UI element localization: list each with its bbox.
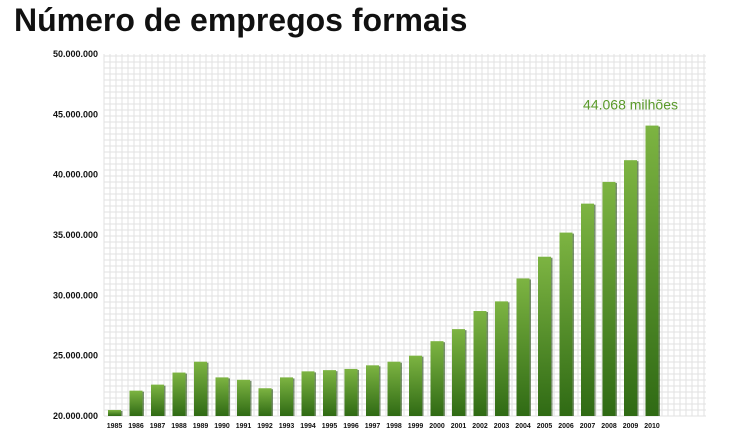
x-tick-label: 1996: [343, 423, 359, 430]
value-annotation: 44.068 milhões: [583, 97, 678, 113]
bar-shadow: [572, 233, 574, 416]
bar-shadow: [357, 369, 359, 416]
x-tick-label: 1985: [107, 423, 123, 430]
x-tick-label: 2003: [494, 423, 510, 430]
bar-shadow: [529, 279, 531, 416]
bar-shadow: [142, 391, 144, 416]
bar-shadow: [508, 302, 510, 416]
x-tick-label: 1987: [150, 423, 166, 430]
x-tick-label: 1994: [300, 423, 316, 430]
bar-shadow: [164, 385, 166, 416]
x-tick-label: 1986: [128, 423, 144, 430]
y-tick-label: 40.000.000: [53, 170, 98, 180]
bar-1987: [151, 384, 164, 416]
y-tick-label: 30.000.000: [53, 290, 98, 300]
x-tick-label: 2006: [558, 423, 574, 430]
bar-shadow: [594, 204, 596, 416]
bar-2007: [581, 203, 594, 416]
bar-2009: [624, 160, 637, 416]
x-tick-label: 1988: [171, 423, 187, 430]
x-tick-label: 2001: [451, 423, 467, 430]
bar-1993: [280, 377, 293, 416]
y-tick-label: 35.000.000: [53, 230, 98, 240]
y-tick-label: 20.000.000: [53, 411, 98, 421]
bar-shadow: [228, 378, 230, 416]
bar-1985: [108, 409, 121, 416]
bar-shadow: [250, 380, 252, 416]
bar-2004: [516, 278, 530, 416]
bar-2010: [645, 125, 659, 416]
bar-2003: [495, 301, 508, 416]
bar-shadow: [486, 312, 488, 416]
bar-shadow: [271, 389, 273, 416]
bar-1994: [301, 371, 315, 416]
x-tick-label: 2007: [580, 423, 596, 430]
x-tick-label: 2005: [537, 423, 553, 430]
bar-shadow: [314, 372, 316, 416]
bar-shadow: [637, 161, 639, 416]
bar-shadow: [551, 257, 553, 416]
bar-1990: [215, 377, 229, 416]
bar-2008: [602, 181, 616, 416]
bar-1989: [194, 361, 207, 416]
bar-2006: [559, 232, 573, 416]
bar-shadow: [658, 126, 660, 416]
bar-shadow: [615, 182, 617, 416]
x-tick-label: 1990: [214, 423, 230, 430]
x-tick-label: 1998: [386, 423, 402, 430]
bar-shadow: [400, 362, 402, 416]
x-tick-label: 1991: [236, 423, 252, 430]
bar-1991: [237, 379, 250, 416]
bar-1999: [409, 355, 422, 416]
bar-1986: [129, 390, 143, 416]
bar-1996: [344, 368, 358, 416]
x-tick-label: 1995: [322, 423, 338, 430]
bar-shadow: [121, 410, 123, 416]
x-tick-label: 1993: [279, 423, 295, 430]
bar-2001: [452, 329, 465, 416]
bar-1997: [366, 365, 379, 416]
y-tick-label: 50.000.000: [53, 49, 98, 59]
bar-2002: [473, 311, 487, 416]
x-tick-label: 1999: [408, 423, 424, 430]
x-tick-label: 1997: [365, 423, 381, 430]
bar-2000: [430, 341, 444, 416]
bar-shadow: [465, 330, 467, 416]
bar-1992: [258, 388, 272, 416]
annotations: 44.068 milhões: [583, 97, 678, 113]
x-tick-label: 1989: [193, 423, 209, 430]
bar-shadow: [336, 371, 338, 416]
x-tick-label: 2004: [515, 423, 531, 430]
x-tick-label: 2010: [644, 423, 660, 430]
bar-shadow: [293, 378, 295, 416]
y-axis: 20.000.000 25.000.000 30.000.000 35.000.000…: [53, 49, 98, 421]
bar-shadow: [185, 373, 187, 416]
bar-shadow: [422, 356, 424, 416]
x-tick-label: 2009: [623, 423, 639, 430]
bar-1995: [323, 370, 336, 416]
chart-title: Número de empregos formais: [14, 2, 468, 38]
bar-shadow: [207, 362, 209, 416]
y-tick-label: 25.000.000: [53, 351, 98, 361]
bar-1998: [387, 361, 401, 416]
x-tick-label: 2008: [601, 423, 617, 430]
bar-shadow: [379, 366, 381, 416]
y-tick-label: 45.000.000: [53, 109, 98, 119]
x-tick-label: 2002: [472, 423, 488, 430]
x-tick-label: 1992: [257, 423, 273, 430]
bar-series: [108, 125, 660, 416]
x-tick-label: 2000: [429, 423, 445, 430]
bar-1988: [172, 372, 186, 416]
bar-shadow: [443, 342, 445, 416]
x-axis: 1985 1986 1987 1988 1989 1990 1991 1992 1993 1994…: [107, 423, 660, 430]
bar-2005: [538, 256, 551, 416]
